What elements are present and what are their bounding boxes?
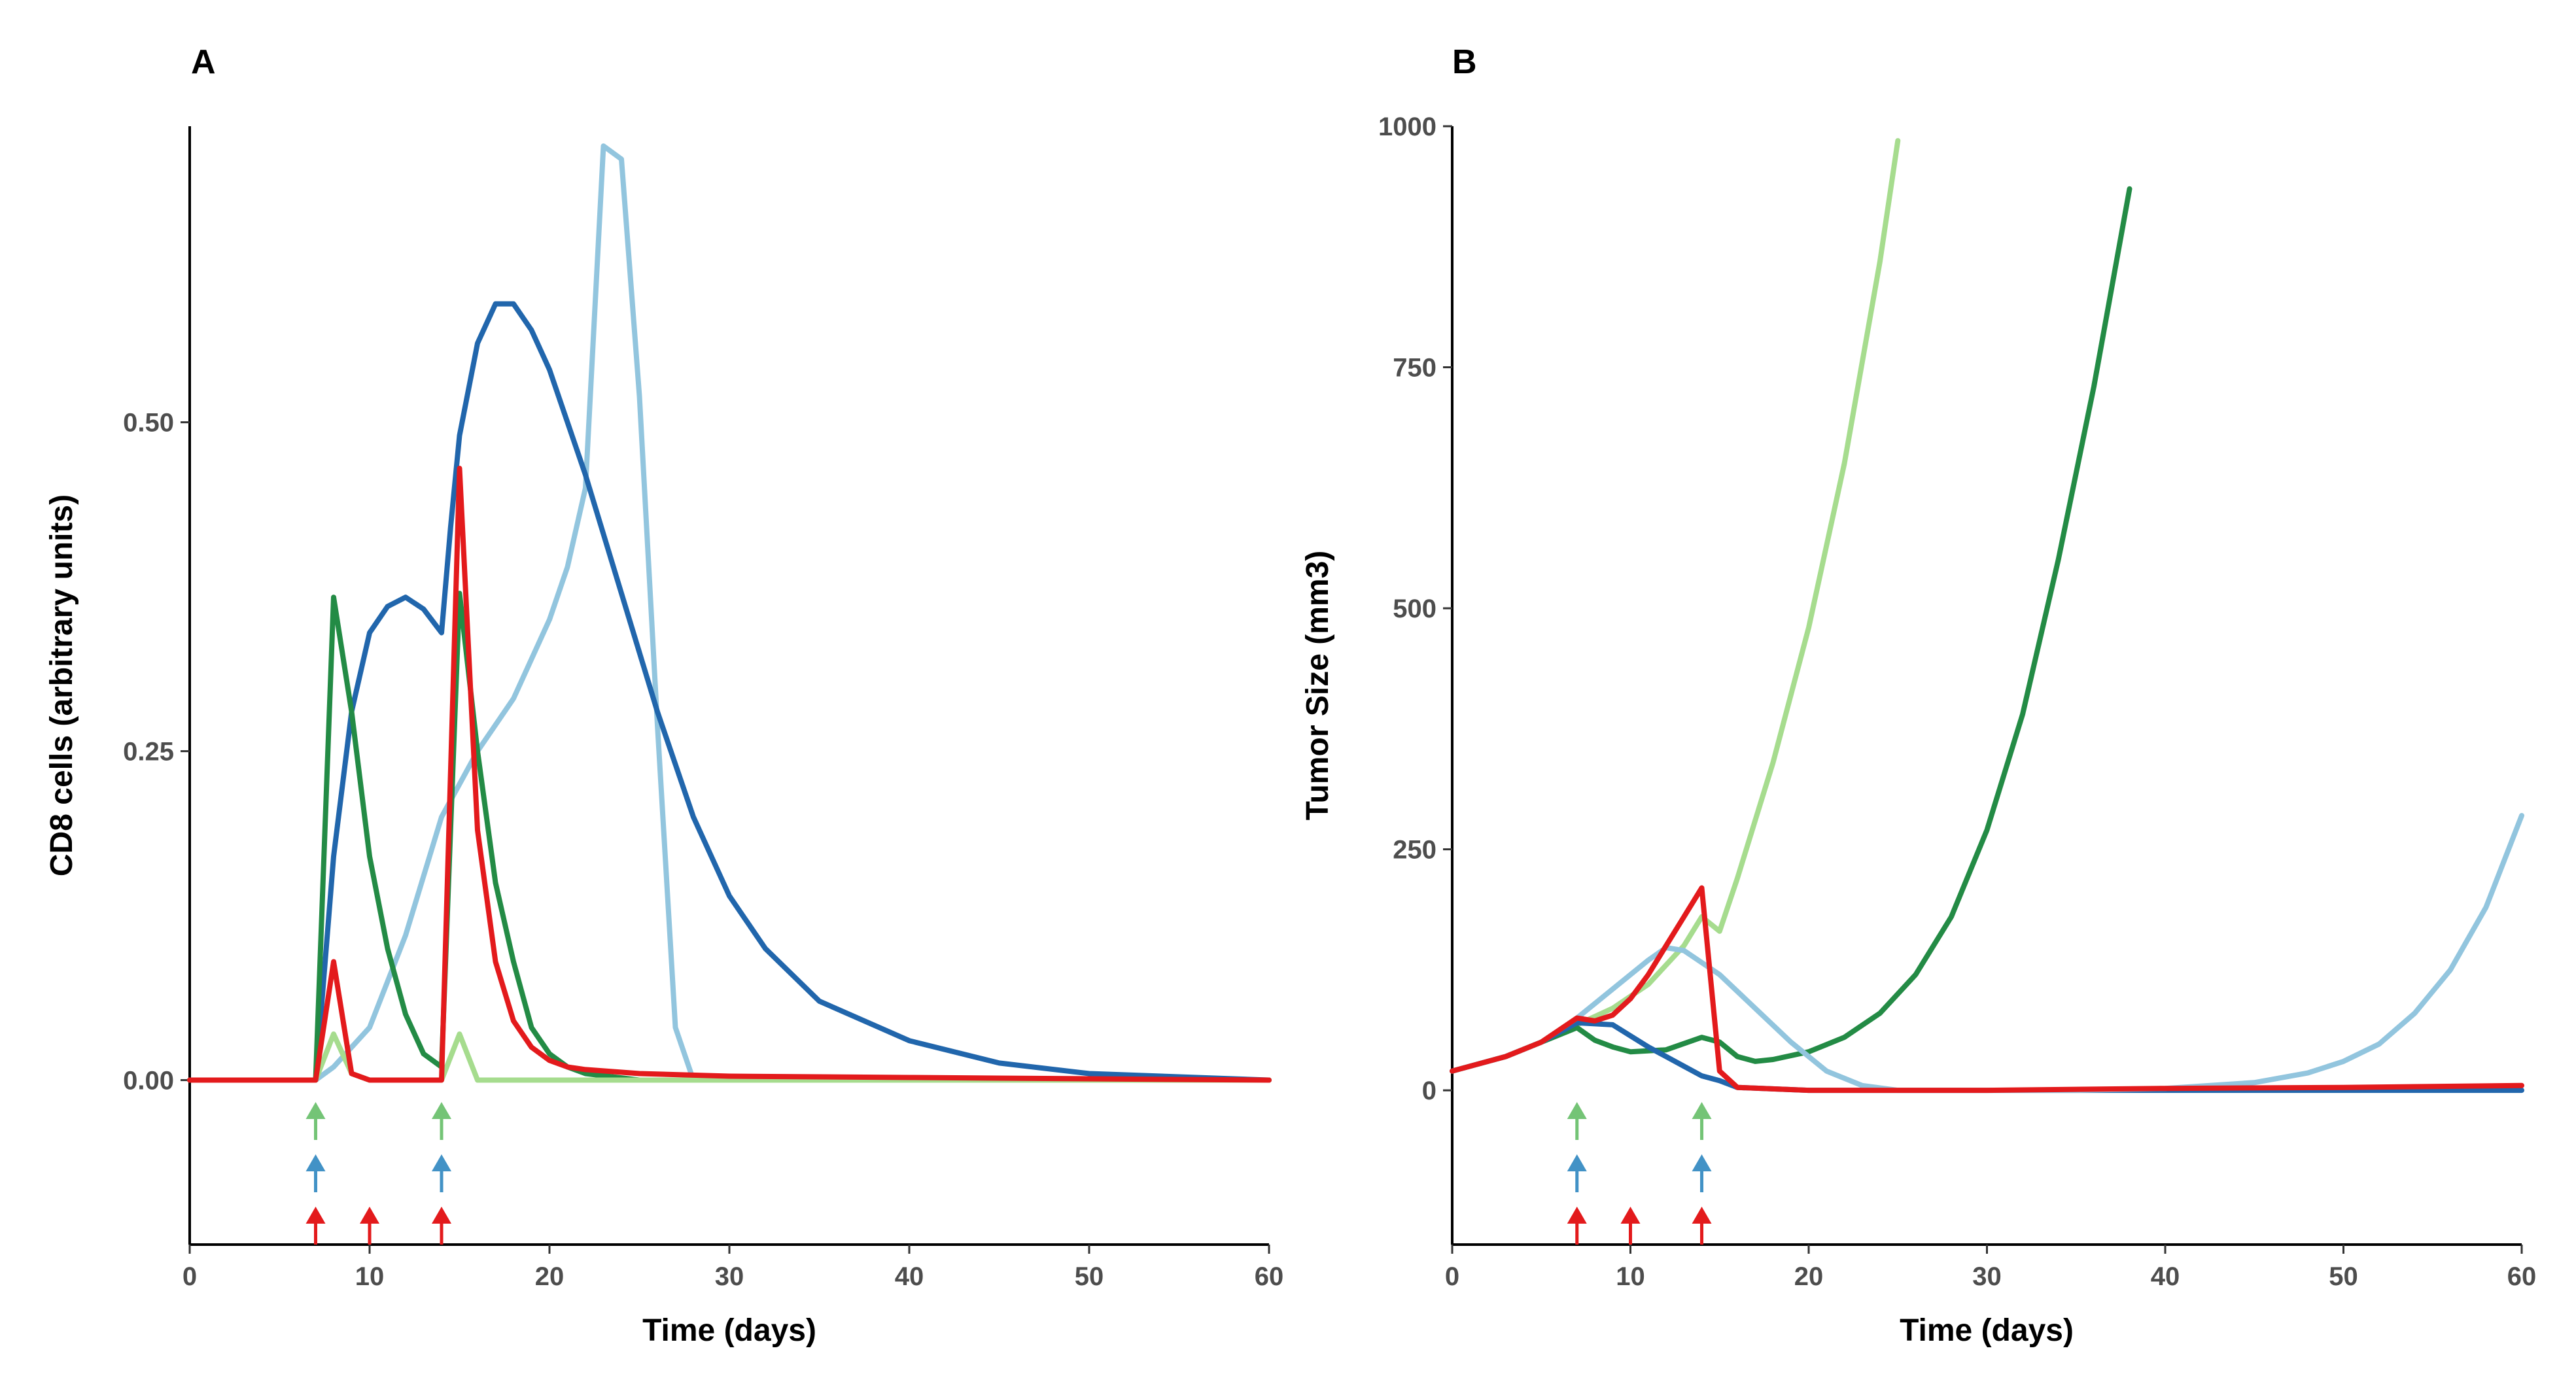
x-tick-label: 0 [183,1262,197,1291]
dose-arrow [432,1154,451,1192]
dose-arrow [432,1207,451,1245]
y-tick-label: 250 [1393,836,1436,865]
series-line-a-5 [187,466,1272,1083]
x-tick-label: 40 [2151,1262,2180,1291]
dose-arrow [360,1207,379,1245]
x-tick-label: 10 [1616,1262,1645,1291]
x-tick-label: 50 [1075,1262,1104,1291]
dose-arrow [432,1102,451,1140]
y-tick-label: 0.25 [123,738,174,767]
x-tick-label: 60 [2507,1262,2537,1291]
x-axis-title-a: Time (days) [642,1313,816,1348]
dose-arrow [1692,1154,1712,1192]
y-axis-title-b: Tumor Size (mm3) [1300,551,1335,821]
dose-arrow [305,1207,326,1245]
ticks-a: 0 10 20 30 40 50 60 0.00 0.25 0.50 [123,409,1283,1291]
x-tick-label: 30 [715,1262,744,1291]
dose-arrow [1692,1102,1712,1140]
y-tick-label: 750 [1393,354,1436,383]
series-group-a [187,143,1272,1083]
x-tick-label: 20 [1794,1262,1824,1291]
x-tick-label: 60 [1255,1262,1284,1291]
dose-arrow [305,1154,326,1192]
panel-b: B 0 10 20 30 40 50 60 0 250 500 750 1000 Time (days… [1300,43,2536,1348]
x-tick-label: 10 [355,1262,385,1291]
series-line-b-3 [1450,1020,2524,1094]
x-tick-label: 30 [1972,1262,2002,1291]
series-line-a-2 [187,301,1272,1083]
dose-arrows-a [305,1102,451,1245]
series-line-b-4 [1450,813,2524,1094]
ticks-b: 0 10 20 30 40 50 60 0 250 500 750 1000 [1378,112,2536,1291]
x-axis-title-b: Time (days) [1900,1313,2074,1348]
dose-arrow [1620,1207,1641,1245]
y-tick-label: 0.50 [123,409,174,438]
x-tick-label: 50 [2329,1262,2358,1291]
x-tick-label: 0 [1445,1262,1459,1291]
series-group-b [1450,138,2524,1094]
y-axis-title-a: CD8 cells (arbitrary units) [44,494,79,876]
panel-a: A 0 10 20 30 40 50 600.000.250.50 Time (days) … [44,43,1283,1348]
dose-arrow [305,1102,326,1140]
axes-b [1451,126,2522,1246]
x-tick-label: 20 [535,1262,565,1291]
y-tick-label: 500 [1393,594,1436,623]
dose-arrow [1692,1207,1712,1245]
panel-label-a: A [191,43,216,81]
y-tick-label: 0 [1422,1077,1436,1105]
series-line-b-2 [1450,186,2132,1074]
dose-arrows-b [1567,1102,1712,1245]
dose-arrow [1567,1154,1587,1192]
series-line-a-3 [187,591,1272,1083]
series-line-b-5 [1450,885,2524,1094]
x-tick-label: 40 [895,1262,924,1291]
series-line-a-1 [187,143,1272,1083]
y-tick-label: 1000 [1378,112,1436,141]
dose-arrow [1567,1102,1587,1140]
y-tick-label: 0.00 [123,1067,174,1095]
dose-arrow [1567,1207,1587,1245]
panel-label-b: B [1452,43,1477,81]
